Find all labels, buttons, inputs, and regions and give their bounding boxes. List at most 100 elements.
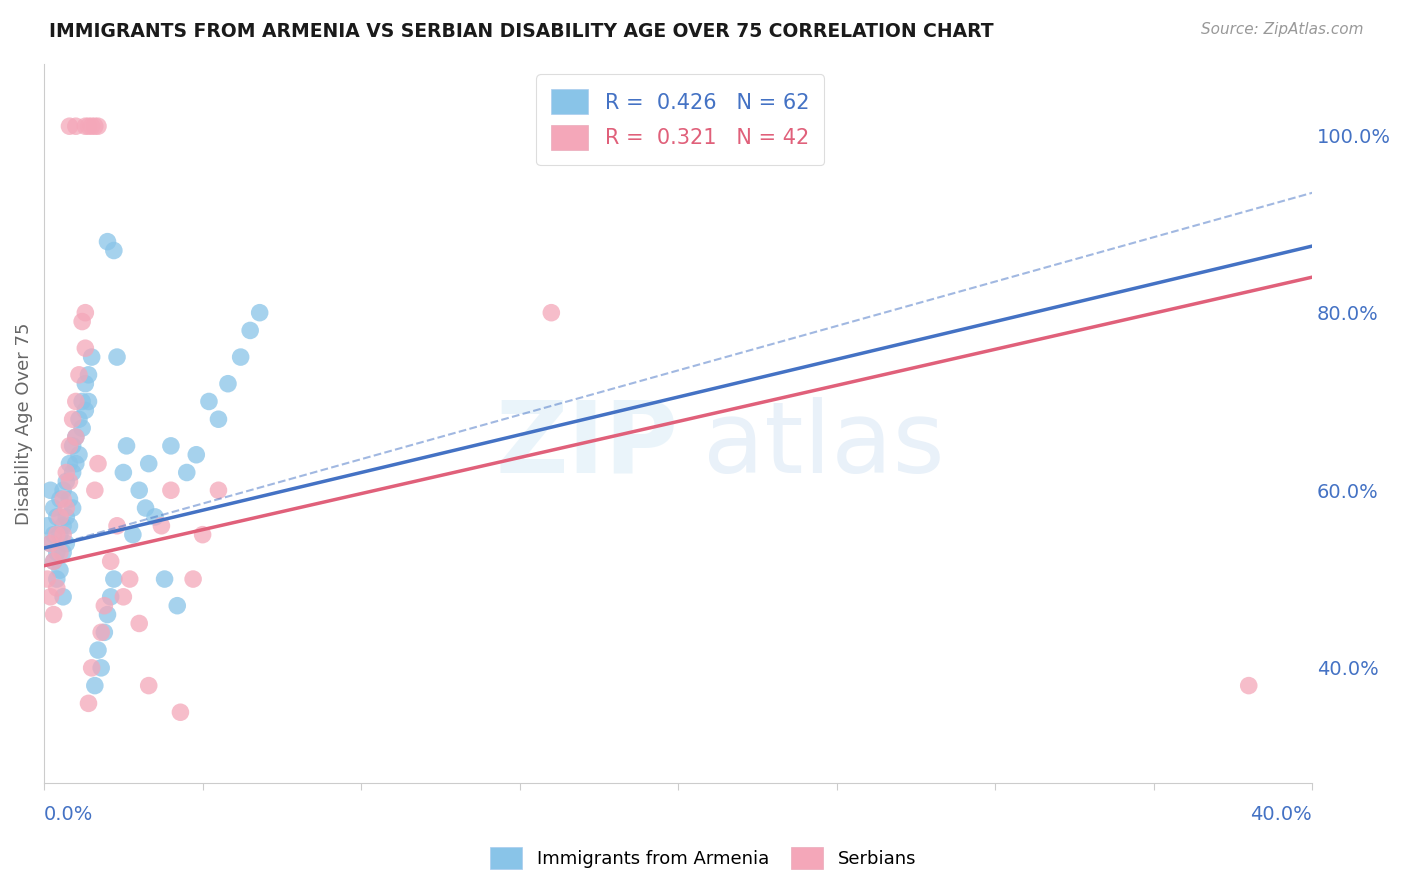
Y-axis label: Disability Age Over 75: Disability Age Over 75 [15, 322, 32, 524]
Point [62, 501, 84, 516]
Point [80, 661, 103, 675]
Legend: Immigrants from Armenia, Serbians: Immigrants from Armenia, Serbians [481, 838, 925, 879]
Point [42, 554, 65, 568]
Point [138, 457, 160, 471]
Point [198, 394, 221, 409]
Point [115, 439, 138, 453]
Point [70, 421, 93, 435]
Point [150, 518, 173, 533]
Text: atlas: atlas [703, 397, 945, 494]
Text: IMMIGRANTS FROM ARMENIA VS SERBIAN DISABILITY AGE OVER 75 CORRELATION CHART: IMMIGRANTS FROM ARMENIA VS SERBIAN DISAB… [49, 22, 994, 41]
Point [39, 483, 62, 498]
Point [249, 306, 271, 320]
Point [75, 341, 97, 355]
Point [77, 119, 100, 133]
Point [207, 412, 229, 426]
Point [229, 350, 252, 364]
Text: 0.0%: 0.0% [44, 805, 93, 824]
Point [45, 581, 67, 595]
Point [83, 483, 105, 498]
Point [42, 607, 65, 622]
Point [75, 119, 97, 133]
Point [49, 545, 72, 559]
Point [100, 590, 122, 604]
Point [67, 448, 90, 462]
Point [83, 119, 105, 133]
Point [217, 376, 239, 391]
Point [1237, 679, 1260, 693]
Point [128, 483, 150, 498]
Point [45, 572, 67, 586]
Point [70, 314, 93, 328]
Point [112, 590, 135, 604]
Point [58, 457, 80, 471]
Point [186, 448, 208, 462]
Point [58, 119, 80, 133]
Point [135, 501, 157, 516]
Point [65, 430, 87, 444]
Point [49, 563, 72, 577]
Point [166, 599, 188, 613]
Point [70, 394, 93, 409]
Point [55, 475, 77, 489]
Point [75, 376, 97, 391]
Point [37, 572, 59, 586]
Point [105, 518, 128, 533]
Point [65, 119, 87, 133]
Point [52, 590, 75, 604]
Point [55, 466, 77, 480]
Point [90, 661, 112, 675]
Point [49, 509, 72, 524]
Text: 40.0%: 40.0% [1250, 805, 1312, 824]
Point [39, 536, 62, 550]
Point [52, 527, 75, 541]
Point [49, 492, 72, 507]
Point [153, 572, 176, 586]
Point [58, 492, 80, 507]
Point [160, 483, 183, 498]
Point [62, 412, 84, 426]
Point [75, 403, 97, 417]
Point [93, 625, 115, 640]
Point [191, 527, 214, 541]
Point [207, 483, 229, 498]
Point [42, 554, 65, 568]
Point [181, 572, 204, 586]
Point [62, 466, 84, 480]
Point [42, 527, 65, 541]
Point [128, 616, 150, 631]
Point [96, 607, 118, 622]
Text: ZIP: ZIP [495, 397, 678, 494]
Point [55, 501, 77, 516]
Point [138, 679, 160, 693]
Point [65, 457, 87, 471]
Legend: R =  0.426   N = 62, R =  0.321   N = 42: R = 0.426 N = 62, R = 0.321 N = 42 [536, 74, 824, 165]
Point [105, 350, 128, 364]
Point [80, 350, 103, 364]
Point [39, 590, 62, 604]
Point [49, 527, 72, 541]
Point [80, 119, 103, 133]
Point [112, 466, 135, 480]
Point [58, 439, 80, 453]
Point [55, 536, 77, 550]
Point [176, 466, 198, 480]
Point [65, 430, 87, 444]
Point [160, 439, 183, 453]
Point [103, 244, 125, 258]
Point [45, 527, 67, 541]
Point [87, 457, 110, 471]
Point [169, 705, 191, 719]
Point [55, 509, 77, 524]
Point [96, 235, 118, 249]
Point [58, 475, 80, 489]
Point [52, 545, 75, 559]
Point [45, 545, 67, 559]
Point [65, 394, 87, 409]
Point [100, 554, 122, 568]
Point [45, 509, 67, 524]
Point [62, 439, 84, 453]
Point [143, 509, 166, 524]
Point [52, 518, 75, 533]
Point [77, 368, 100, 382]
